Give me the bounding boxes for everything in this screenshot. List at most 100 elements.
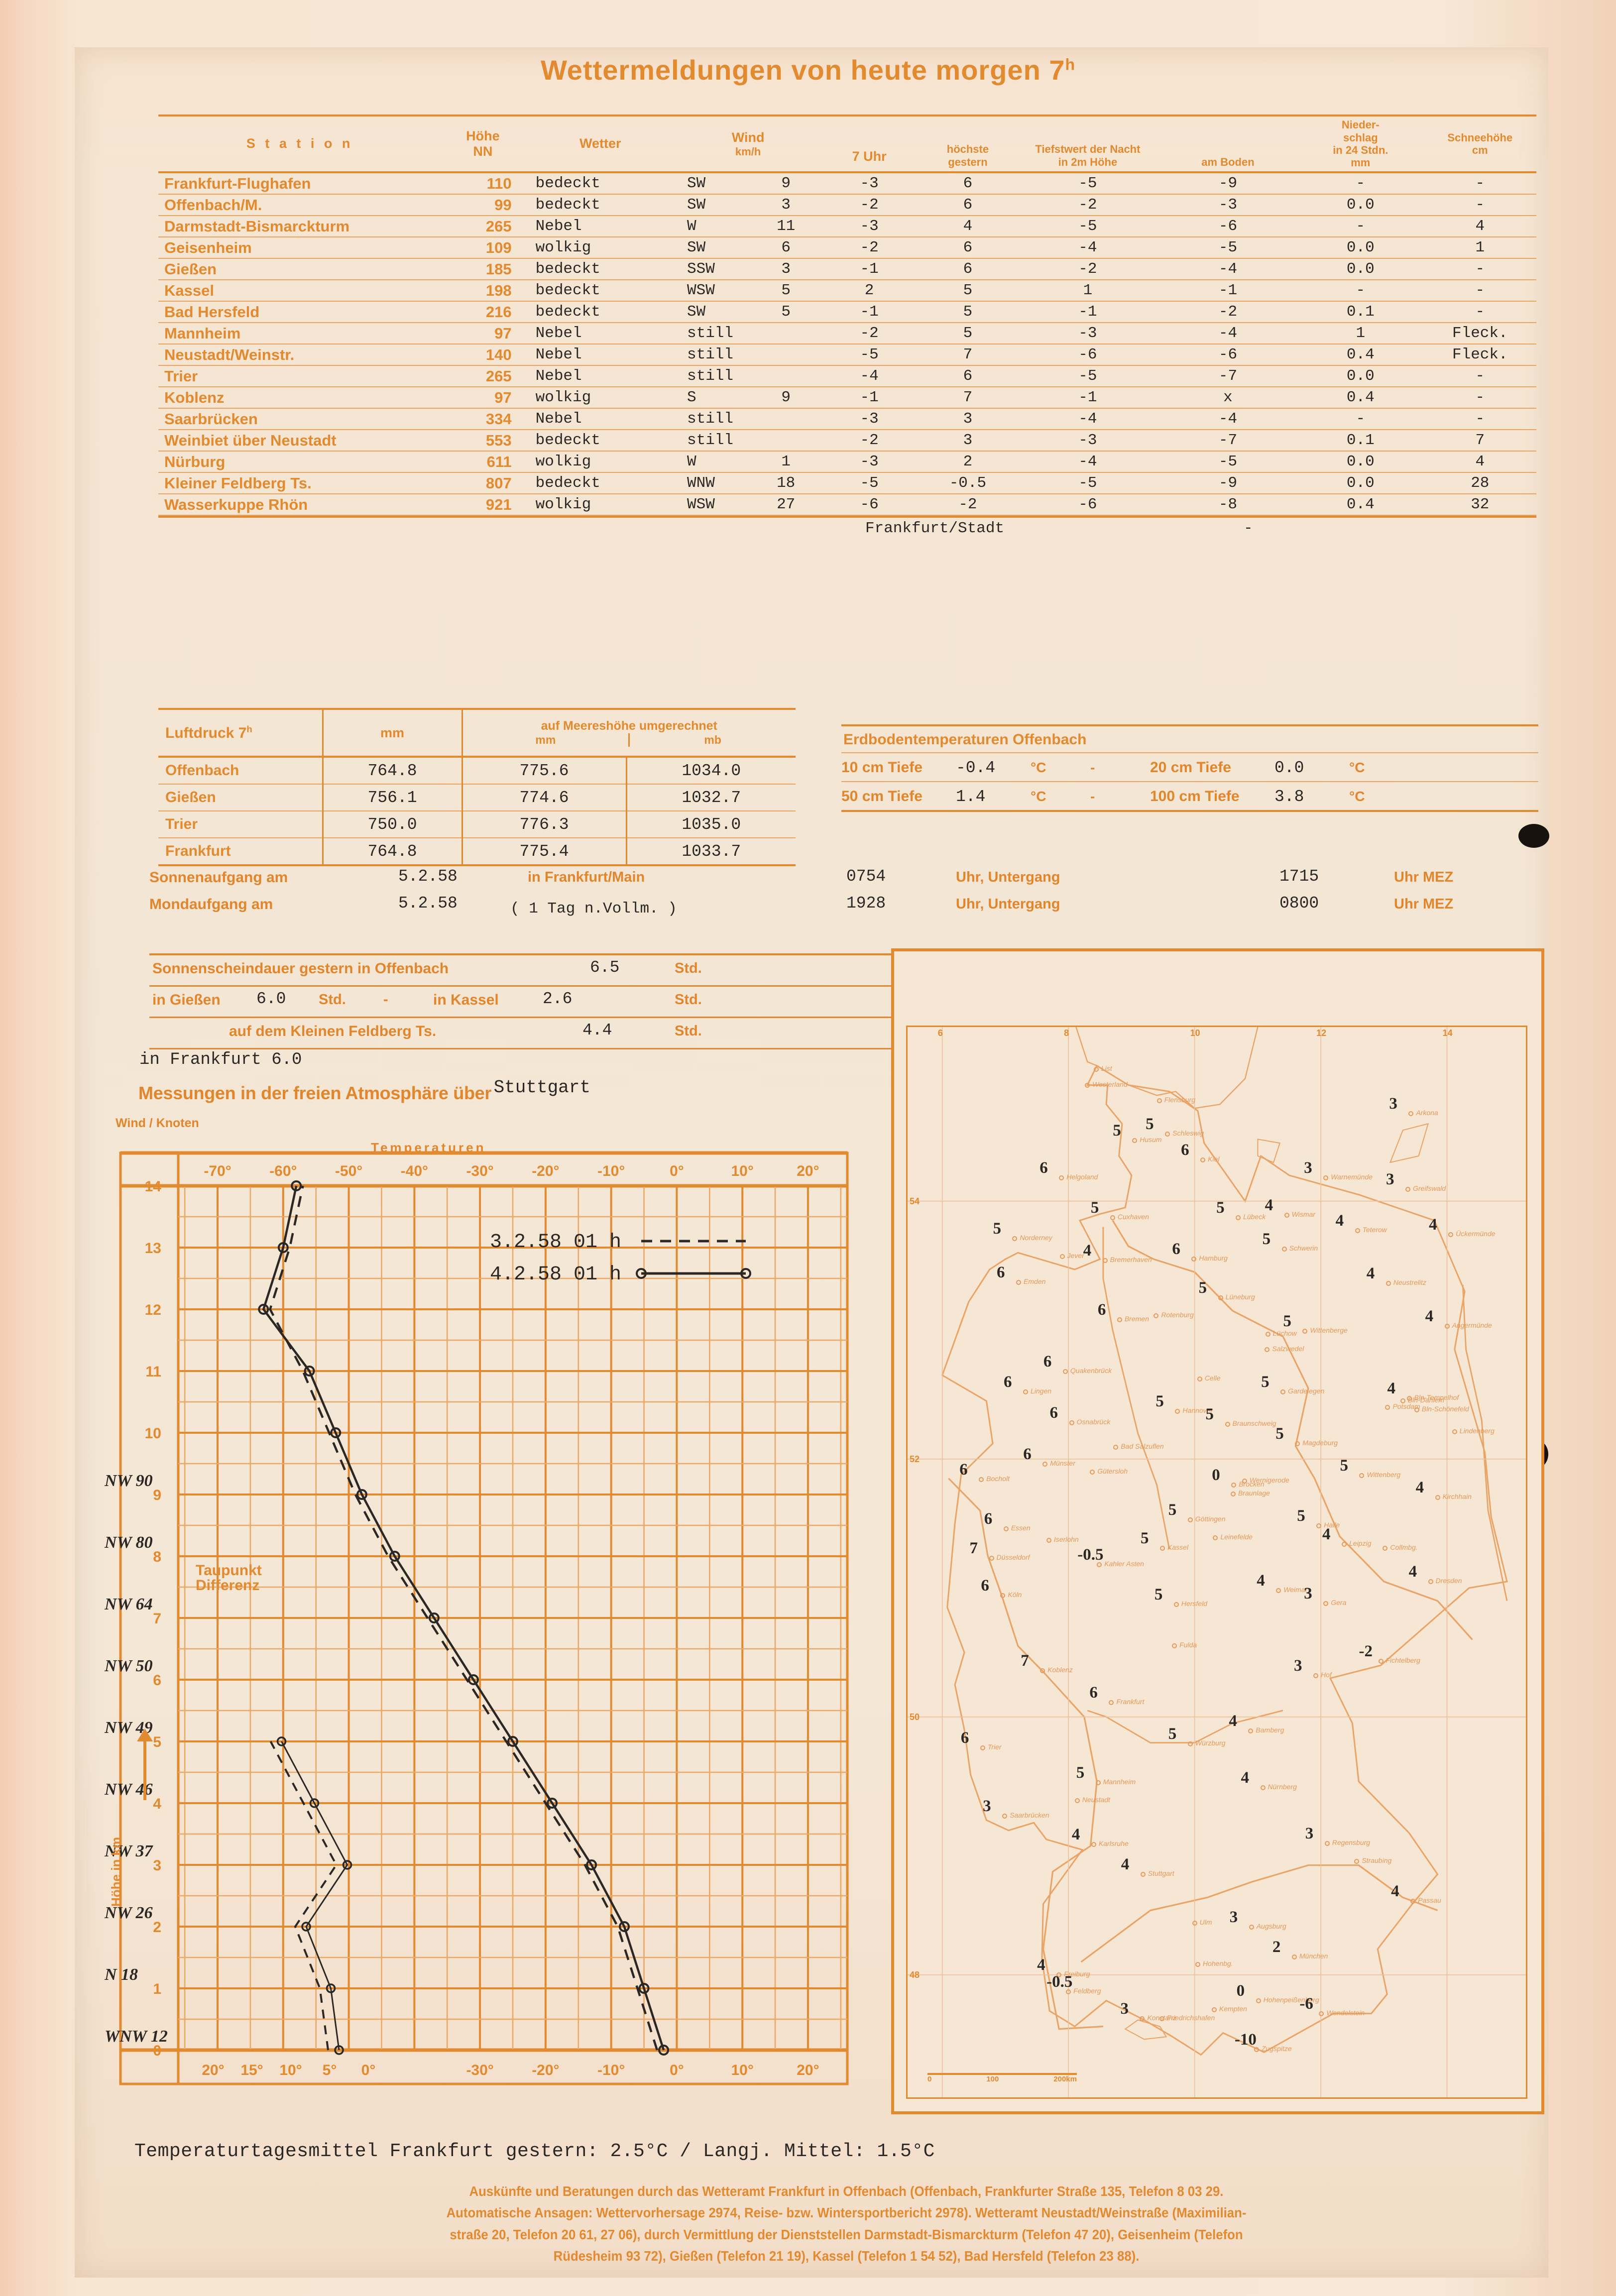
map-station-name: Augsburg <box>1256 1922 1286 1931</box>
map-scale-bar: 0 100 200km <box>927 2073 1077 2083</box>
soil-unit-50: °C <box>1031 789 1046 804</box>
map-station-dot <box>1408 1111 1414 1116</box>
chart-dewpoint-point <box>342 1860 352 1870</box>
map-station-dot <box>1003 1526 1009 1531</box>
map-station-name: Wittenberg <box>1367 1471 1401 1479</box>
station-temp-min-ground: -4 <box>1218 410 1238 428</box>
frankfurt-stadt-row: Frankfurt/Stadt - <box>158 518 1536 544</box>
map-temp-value: 7 <box>1021 1651 1029 1670</box>
page-title: Wettermeldungen von heute morgen 7h <box>0 54 1616 86</box>
th-hoechste: höchste gestern <box>946 143 989 168</box>
map-station-name: Halle <box>1324 1521 1340 1529</box>
pressure-row: Offenbach 764.8 775.6 1034.0 <box>158 758 796 784</box>
station-precip: - <box>1356 218 1366 235</box>
map-station-dot <box>1097 1562 1102 1568</box>
chart-y-tick: 5 <box>153 1734 161 1750</box>
station-temp-min-2m: -4 <box>1078 453 1097 470</box>
table-bottom-rule <box>158 516 1536 518</box>
station-snow: - <box>1475 282 1485 299</box>
map-station-dot <box>1313 1673 1318 1678</box>
map-station-name: Karlsruhe <box>1098 1839 1129 1848</box>
station-wind-dir: still <box>687 346 734 363</box>
wind-label: NW 80 <box>105 1533 153 1552</box>
map-temp-value: 6 <box>1023 1445 1032 1464</box>
table-row: Trier 265 Nebel still -4 6 -5 -7 0.0 - <box>158 365 1536 387</box>
map-station-name: Fichtelberg <box>1385 1656 1420 1665</box>
map-station-name: Gütersloh <box>1097 1467 1128 1475</box>
wind-label: NW 26 <box>105 1904 153 1922</box>
footer-line: Automatische Ansagen: Wettervorhersage 2… <box>446 2205 1247 2221</box>
station-weather: bedeckt <box>535 196 600 214</box>
chart-data-point <box>330 1427 342 1438</box>
soil-title: Erdbodentemperaturen Offenbach <box>843 731 1087 748</box>
station-temp-7uhr: -1 <box>860 303 879 321</box>
frankfurt-stadt-label: Frankfurt/Stadt <box>865 520 1005 537</box>
map-station-name: Bln-Tempelhof <box>1414 1393 1459 1402</box>
station-snow: Fleck. <box>1452 346 1508 363</box>
pressure-mm: 764.8 <box>322 758 462 784</box>
map-station-name: Angermünde <box>1452 1321 1492 1329</box>
station-weather: Nebel <box>535 346 582 363</box>
map-temp-value: 0 <box>1212 1466 1220 1484</box>
map-station-name: Emden <box>1024 1277 1046 1285</box>
map-temp-value: 4 <box>1366 1264 1375 1283</box>
map-station-dot <box>1280 1389 1286 1395</box>
map-lat-tick: 54 <box>910 1196 920 1206</box>
station-wind-dir: W <box>687 453 696 470</box>
chart-bottom-left-tick: 20° <box>202 2062 224 2078</box>
table-row: Frankfurt-Flughafen 110 bedeckt SW 9 -3 6 -5 -9 -… <box>158 173 1536 194</box>
station-precip: 0.4 <box>1346 496 1375 513</box>
station-snow: 28 <box>1471 474 1490 492</box>
map-station-dot <box>1132 1138 1138 1143</box>
map-station-name: Ulm <box>1199 1918 1212 1927</box>
chart-y-tick: 0 <box>153 2043 161 2059</box>
station-temp-min-ground: -1 <box>1218 282 1238 299</box>
map-station-dot <box>1156 1098 1162 1103</box>
station-name: Wasserkuppe Rhön <box>164 495 308 513</box>
map-temp-value: 6 <box>1049 1404 1058 1422</box>
table-row: Geisenheim 109 wolkig SW 6 -2 6 -4 -5 0.0 1 <box>158 237 1536 258</box>
chart-top-tick: -10° <box>597 1163 625 1179</box>
map-temp-value: 5 <box>1090 1199 1099 1217</box>
chart-top-tick: -70° <box>204 1163 231 1179</box>
station-temp-min-2m: -3 <box>1078 432 1097 449</box>
station-temp-min-ground: -3 <box>1218 196 1238 214</box>
sun-moon-block: Sonnenaufgang am 5.2.58 in Frankfurt/Mai… <box>149 866 1538 920</box>
map-station-name: Lübeck <box>1243 1213 1266 1221</box>
soil-bottom-rule <box>841 810 1538 812</box>
sunshine-row-4: in Frankfurt 6.0 <box>139 1049 896 1074</box>
station-altitude: 198 <box>485 281 512 299</box>
chart-y-tick: 14 <box>145 1178 162 1195</box>
chart-top-tick: -50° <box>335 1163 362 1179</box>
pressure-mm-sea: 774.6 <box>461 784 626 811</box>
map-station-name: Magdeburg <box>1302 1438 1338 1447</box>
chart-legend-label: 4.2.58 01 h <box>490 1263 621 1286</box>
station-wind-speed: 9 <box>781 175 791 192</box>
map-station-dot <box>1200 1157 1206 1162</box>
soil-temperature-block: Erdbodentemperaturen Offenbach 10 cm Tie… <box>841 724 1538 812</box>
chart-legend-label: 3.2.58 01 h <box>490 1231 621 1254</box>
map-station-name: Westerland <box>1092 1080 1128 1088</box>
map-scale-tick: 100 <box>986 2075 999 2083</box>
station-temp-7uhr: -4 <box>860 367 879 385</box>
sunshine-offenbach-value: 6.5 <box>590 958 620 977</box>
map-temp-value: 5 <box>1262 1230 1271 1248</box>
pressure-mm: 750.0 <box>322 811 462 838</box>
station-precip: 0.0 <box>1346 367 1375 385</box>
map-temp-value: 6 <box>959 1461 968 1479</box>
map-temp-value: 4 <box>1387 1379 1396 1398</box>
station-precip: 0.4 <box>1346 346 1375 363</box>
station-snow: 4 <box>1475 453 1485 470</box>
map-boundary <box>1389 1123 1429 1163</box>
map-station-dot <box>1236 1215 1241 1221</box>
station-name: Mannheim <box>164 324 241 342</box>
station-altitude: 611 <box>486 453 512 470</box>
station-temp-min-2m: -2 <box>1078 196 1097 214</box>
sunrise-row: Sonnenaufgang am 5.2.58 in Frankfurt/Mai… <box>149 866 1538 893</box>
sunshine-row-2: in Gießen 6.0 Std. - in Kassel 2.6 Std. <box>149 987 896 1018</box>
station-altitude: 97 <box>494 324 512 342</box>
chart-data-point <box>507 1736 518 1747</box>
map-temp-value: 4 <box>1429 1216 1437 1234</box>
th-hoehe: Höhe NN <box>466 128 500 159</box>
chart-dewpoint-point <box>334 2045 344 2055</box>
